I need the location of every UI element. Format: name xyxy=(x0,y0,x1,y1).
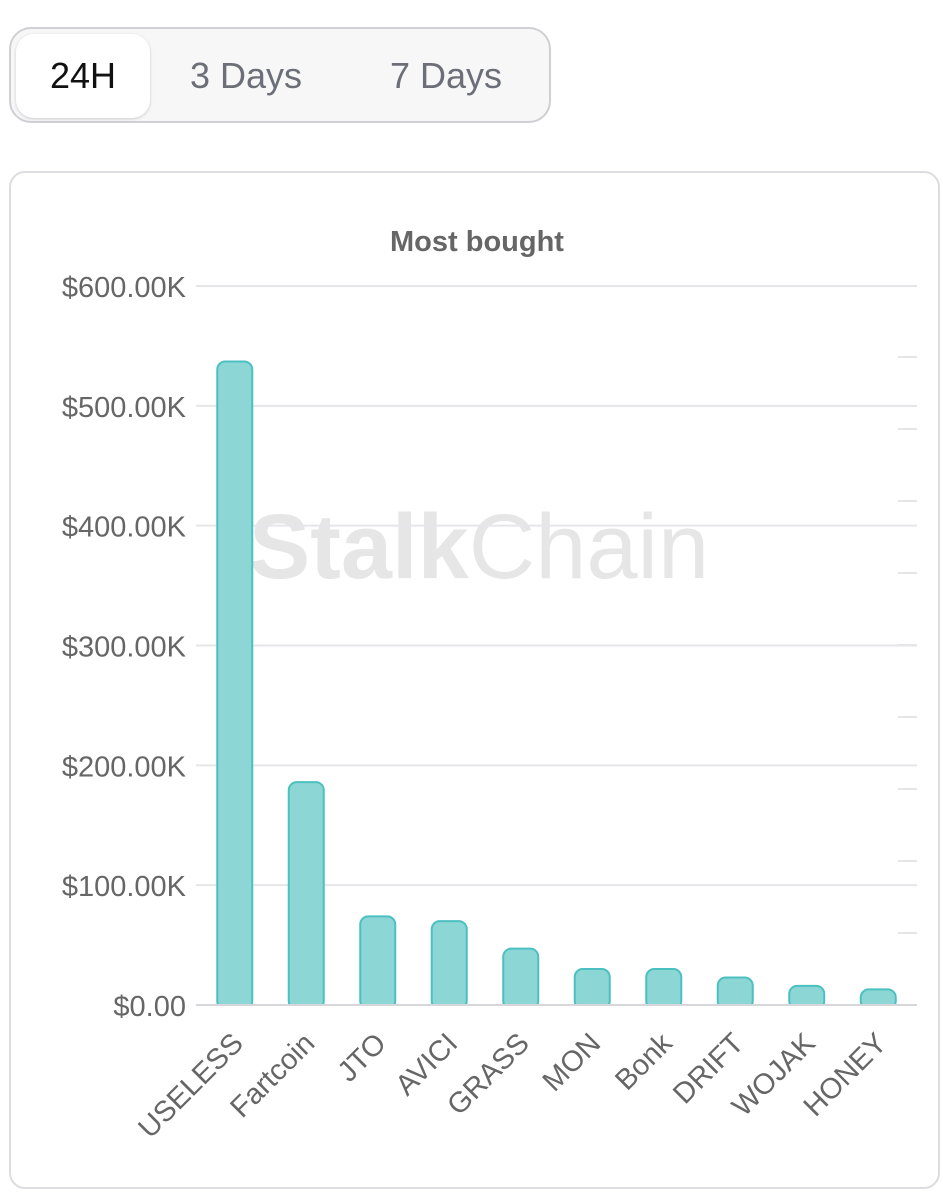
time-range-tabs: 24H 3 Days 7 Days xyxy=(9,27,551,123)
baseline-mask xyxy=(196,1006,917,1012)
watermark-part-bold: Stalk xyxy=(249,496,470,598)
tab-7-days[interactable]: 7 Days xyxy=(389,55,503,96)
bar-mon[interactable] xyxy=(573,968,611,1010)
watermark-part-light: Chain xyxy=(469,496,709,598)
y-tick-label: $500.00K xyxy=(62,392,187,424)
tab-3-days[interactable]: 3 Days xyxy=(189,55,303,96)
bar-grass[interactable] xyxy=(502,947,540,1011)
x-tick-label: JTO xyxy=(332,1027,393,1088)
x-tick-label: MON xyxy=(537,1027,607,1097)
y-tick-label: $400.00K xyxy=(62,512,187,544)
bar-avici[interactable] xyxy=(430,920,468,1010)
chart-card: StalkChain Most bought $0.00 $100.00K $200… xyxy=(9,171,940,1189)
y-tick-label: $600.00K xyxy=(62,272,187,304)
y-tick-label: $0.00 xyxy=(113,991,186,1023)
y-tick-label: $300.00K xyxy=(62,632,187,664)
bar-chart: StalkChain Most bought $0.00 $100.00K $200… xyxy=(62,226,917,1145)
watermark: StalkChain xyxy=(249,496,709,598)
bar-bonk[interactable] xyxy=(645,968,683,1010)
chart-title: Most bought xyxy=(390,226,564,258)
bar-fartcoin[interactable] xyxy=(287,781,325,1010)
y-tick-label: $200.00K xyxy=(62,751,187,783)
y-tick-label: $100.00K xyxy=(62,871,187,903)
bar-useless[interactable] xyxy=(216,360,254,1010)
bar-jto[interactable] xyxy=(359,915,397,1010)
tab-24h[interactable]: 24H xyxy=(16,34,150,118)
x-tick-label: USELESS xyxy=(132,1027,249,1144)
